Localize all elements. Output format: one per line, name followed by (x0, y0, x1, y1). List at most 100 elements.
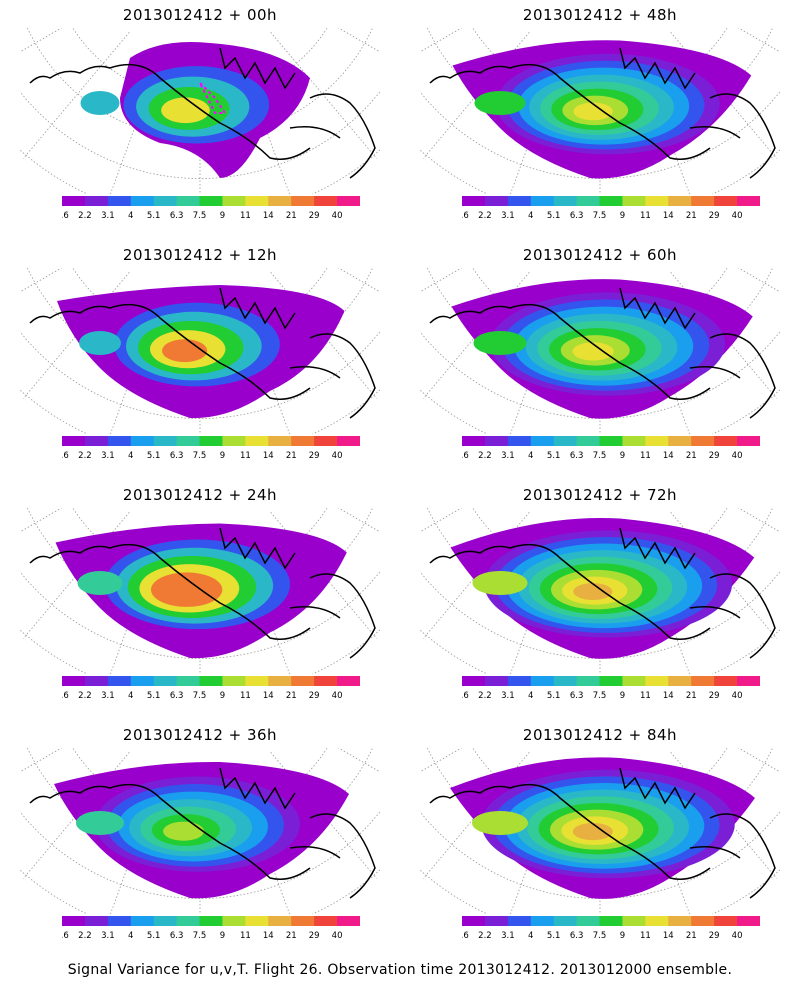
colorbar-swatch (714, 196, 738, 206)
colorbar-swatch (737, 916, 760, 926)
map-panel: 2013012412 + 48h 1.6 2.2 3.1 4 5.1 6.3 7.5 9 11 14… (400, 0, 800, 240)
colorbar-label: 3.1 (501, 691, 515, 701)
colorbar-swatch (337, 196, 360, 206)
map-panel: 2013012412 + 12h 1.6 2.2 3.1 4 5.1 6.3 7.5 9 11 14… (0, 240, 400, 480)
colorbar-swatch (576, 916, 601, 926)
colorbar-swatch (84, 196, 109, 206)
colorbar-swatch (222, 916, 246, 926)
colorbar-label: 21 (286, 931, 297, 941)
colorbar-swatch (107, 196, 132, 206)
colorbar-label: 7.5 (593, 691, 607, 701)
colorbar-label: 11 (640, 451, 651, 461)
panel-title: 2013012412 + 24h (122, 486, 278, 504)
coastline (429, 767, 776, 899)
colorbar-label: 40 (732, 451, 743, 461)
colorbar-swatch (484, 916, 509, 926)
colorbar-swatch (714, 436, 738, 446)
colorbar-label: 5.1 (547, 211, 561, 221)
colorbar-swatch (245, 196, 269, 206)
colorbar-label: 6.3 (170, 451, 184, 461)
colorbar-label: 29 (709, 211, 720, 221)
colorbar-swatch (314, 916, 338, 926)
variance-map (20, 508, 380, 674)
variance-map (20, 748, 380, 914)
colorbar-swatch (84, 676, 109, 686)
colorbar-label: 5.1 (147, 691, 161, 701)
colorbar-label: 40 (332, 211, 343, 221)
colorbar-label: 40 (732, 211, 743, 221)
colorbar-label: 3.1 (101, 451, 115, 461)
coastline (29, 287, 376, 419)
colorbar-swatch (130, 916, 155, 926)
map-panel: 2013012412 + 24h 1.6 2.2 3.1 4 5.1 6.3 7.5 9 11 14… (0, 480, 400, 720)
colorbar-swatch (599, 436, 623, 446)
colorbar-label: 29 (709, 451, 720, 461)
colorbar-label: 1.6 (62, 211, 69, 221)
colorbar-label: 14 (663, 451, 674, 461)
coastline (29, 47, 376, 179)
colorbar-label: 4 (128, 451, 133, 461)
colorbar-label: 3.1 (101, 931, 115, 941)
colorbar-swatch (530, 436, 555, 446)
colorbar-label: 9 (620, 451, 625, 461)
colorbar-swatch (130, 676, 155, 686)
panel-title: 2013012412 + 84h (522, 726, 678, 744)
colorbar-label: 9 (220, 451, 225, 461)
map-panel: 2013012412 + 36h 1.6 2.2 3.1 4 5.1 6.3 7.5 9 11 14… (0, 720, 400, 960)
colorbar-label: 21 (286, 691, 297, 701)
colorbar-swatch (737, 436, 760, 446)
colorbar-label: 1.6 (462, 451, 469, 461)
colorbar: 1.6 2.2 3.1 4 5.1 6.3 7.5 9 11 14 21 29 40 (462, 676, 760, 701)
colorbar-swatch (222, 436, 246, 446)
colorbar-label: 6.3 (170, 931, 184, 941)
colorbar-swatch (314, 196, 338, 206)
colorbar-swatch (62, 196, 86, 206)
colorbar-label: 6.3 (570, 931, 584, 941)
colorbar-label: 4 (528, 211, 533, 221)
colorbar-label: 11 (240, 691, 251, 701)
colorbar-label: 29 (309, 931, 320, 941)
colorbar-swatch (645, 676, 669, 686)
panel-title: 2013012412 + 12h (122, 246, 278, 264)
colorbar-label: 5.1 (147, 931, 161, 941)
colorbar-label: 14 (263, 451, 274, 461)
colorbar-label: 4 (128, 211, 133, 221)
flight-track (199, 82, 227, 114)
colorbar-label: 5.1 (547, 691, 561, 701)
colorbar-label: 5.1 (147, 451, 161, 461)
colorbar-swatch (245, 436, 269, 446)
panel-title: 2013012412 + 48h (522, 6, 678, 24)
colorbar-swatch (268, 436, 292, 446)
colorbar-swatch (337, 916, 360, 926)
colorbar-swatch (462, 916, 486, 926)
colorbar: 1.6 2.2 3.1 4 5.1 6.3 7.5 9 11 14 21 29 40 (62, 676, 360, 701)
colorbar: 1.6 2.2 3.1 4 5.1 6.3 7.5 9 11 14 21 29 40 (62, 916, 360, 941)
colorbar-label: 11 (240, 931, 251, 941)
variance-map (20, 28, 380, 194)
colorbar-swatch (553, 436, 578, 446)
colorbar-swatch (668, 676, 692, 686)
colorbar-label: 11 (240, 211, 251, 221)
coastline (429, 47, 776, 179)
colorbar: 1.6 2.2 3.1 4 5.1 6.3 7.5 9 11 14 21 29 40 (62, 436, 360, 461)
colorbar: 1.6 2.2 3.1 4 5.1 6.3 7.5 9 11 14 21 29 40 (462, 436, 760, 461)
colorbar-label: 11 (640, 211, 651, 221)
colorbar-label: 7.5 (593, 211, 607, 221)
variance-field (57, 285, 345, 419)
colorbar-label: 29 (709, 931, 720, 941)
colorbar-swatch (622, 676, 646, 686)
colorbar-swatch (153, 196, 178, 206)
panel-title: 2013012412 + 60h (522, 246, 678, 264)
colorbar-swatch (645, 916, 669, 926)
colorbar-label: 4 (528, 691, 533, 701)
colorbar-swatch (622, 916, 646, 926)
colorbar-label: 7.5 (593, 451, 607, 461)
colorbar-swatch (337, 436, 360, 446)
colorbar-label: 29 (709, 691, 720, 701)
colorbar-swatch (153, 676, 178, 686)
colorbar-label: 9 (620, 931, 625, 941)
colorbar-swatch (507, 676, 532, 686)
colorbar-label: 3.1 (501, 931, 515, 941)
colorbar-swatch (130, 436, 155, 446)
colorbar-label: 6.3 (570, 211, 584, 221)
